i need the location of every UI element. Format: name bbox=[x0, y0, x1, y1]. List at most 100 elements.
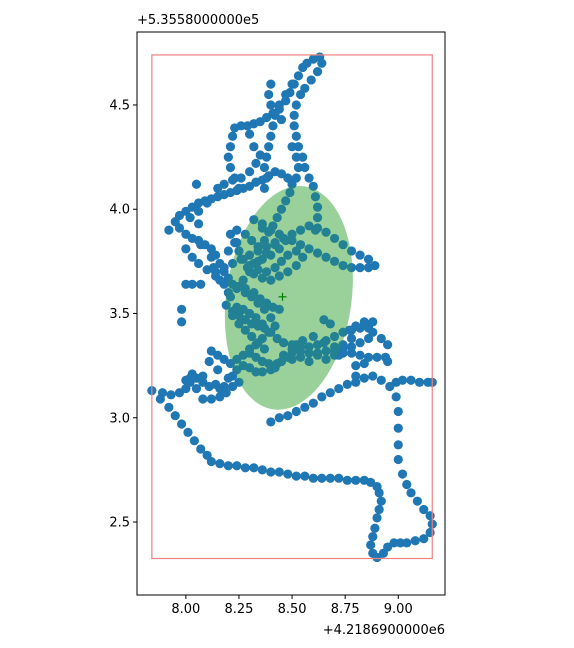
data-point bbox=[257, 319, 267, 329]
data-point bbox=[268, 121, 278, 131]
data-point bbox=[266, 250, 276, 260]
data-point bbox=[274, 100, 284, 110]
data-point bbox=[213, 183, 223, 193]
data-point bbox=[368, 317, 378, 327]
data-point bbox=[259, 344, 270, 354]
y-tick-label: 4.0 bbox=[109, 203, 130, 218]
data-point bbox=[183, 427, 193, 437]
data-point bbox=[334, 383, 344, 394]
data-point bbox=[283, 469, 293, 479]
data-point bbox=[287, 79, 297, 89]
data-point bbox=[374, 504, 384, 515]
data-point bbox=[223, 246, 233, 256]
data-point bbox=[223, 461, 233, 471]
data-point bbox=[223, 152, 233, 162]
data-point bbox=[406, 488, 416, 498]
data-point bbox=[276, 256, 287, 266]
data-point bbox=[234, 246, 244, 256]
data-point bbox=[196, 444, 206, 454]
data-point bbox=[274, 271, 284, 281]
data-point bbox=[266, 79, 276, 89]
y-tick-label: 3.5 bbox=[109, 307, 130, 322]
data-point bbox=[215, 392, 225, 402]
data-point bbox=[383, 340, 393, 350]
data-point bbox=[276, 204, 287, 214]
data-point bbox=[189, 436, 199, 446]
data-point bbox=[283, 267, 293, 277]
data-point bbox=[359, 317, 369, 327]
data-point bbox=[304, 348, 314, 358]
data-point bbox=[291, 406, 301, 417]
data-point bbox=[291, 100, 301, 110]
data-point bbox=[363, 333, 374, 344]
data-point bbox=[291, 131, 301, 141]
bounding-box bbox=[151, 54, 433, 560]
x-tick-label: 8.50 bbox=[278, 602, 307, 617]
data-point bbox=[300, 402, 310, 412]
data-point bbox=[206, 394, 216, 404]
data-point bbox=[281, 196, 291, 206]
data-point bbox=[355, 263, 365, 273]
data-point bbox=[319, 315, 329, 325]
data-point bbox=[287, 142, 297, 152]
data-point bbox=[278, 338, 289, 348]
data-point bbox=[244, 260, 255, 271]
data-point bbox=[259, 235, 270, 246]
data-point bbox=[196, 240, 206, 250]
data-point bbox=[283, 411, 293, 421]
data-point bbox=[334, 473, 344, 483]
data-point bbox=[293, 162, 304, 173]
data-point bbox=[206, 456, 216, 467]
data-point bbox=[259, 162, 270, 173]
data-point bbox=[247, 331, 257, 342]
data-point bbox=[319, 338, 329, 348]
data-point bbox=[270, 263, 280, 273]
data-point bbox=[257, 254, 267, 264]
data-point bbox=[219, 381, 229, 392]
data-point bbox=[253, 265, 263, 275]
data-point bbox=[419, 534, 429, 544]
data-point bbox=[202, 198, 212, 208]
data-point bbox=[185, 212, 195, 223]
data-point bbox=[285, 187, 295, 198]
data-point bbox=[289, 110, 299, 121]
data-point bbox=[251, 367, 261, 377]
data-point bbox=[274, 244, 284, 254]
confidence-ellipse-overlay bbox=[224, 186, 353, 410]
data-point bbox=[234, 377, 244, 387]
data-point bbox=[177, 304, 187, 314]
data-point bbox=[266, 100, 276, 110]
data-point bbox=[264, 89, 274, 100]
data-point bbox=[338, 260, 348, 271]
data-point bbox=[321, 346, 331, 356]
data-point bbox=[304, 356, 314, 367]
data-point bbox=[266, 467, 276, 477]
data-point bbox=[393, 423, 403, 433]
data-point bbox=[397, 375, 408, 385]
data-point bbox=[225, 142, 236, 152]
data-point bbox=[410, 536, 420, 546]
data-point bbox=[363, 254, 374, 264]
data-point bbox=[338, 240, 348, 250]
data-point bbox=[300, 471, 310, 481]
data-point bbox=[261, 267, 272, 277]
data-point bbox=[257, 465, 267, 475]
x-tick-label: 9.00 bbox=[384, 602, 413, 617]
data-point bbox=[274, 413, 284, 423]
x-tick-label: 8.75 bbox=[331, 602, 360, 617]
data-point bbox=[170, 411, 180, 421]
data-point bbox=[342, 475, 352, 485]
data-point bbox=[368, 532, 378, 542]
data-point bbox=[287, 348, 297, 358]
data-point bbox=[177, 419, 187, 429]
data-point bbox=[402, 538, 412, 548]
data-point bbox=[308, 473, 318, 483]
data-point bbox=[291, 471, 301, 481]
data-point bbox=[194, 206, 204, 216]
data-point bbox=[261, 173, 272, 183]
data-point bbox=[317, 392, 327, 402]
data-point bbox=[266, 417, 276, 427]
data-point bbox=[312, 248, 323, 258]
data-point bbox=[238, 254, 248, 264]
data-point bbox=[425, 527, 435, 538]
